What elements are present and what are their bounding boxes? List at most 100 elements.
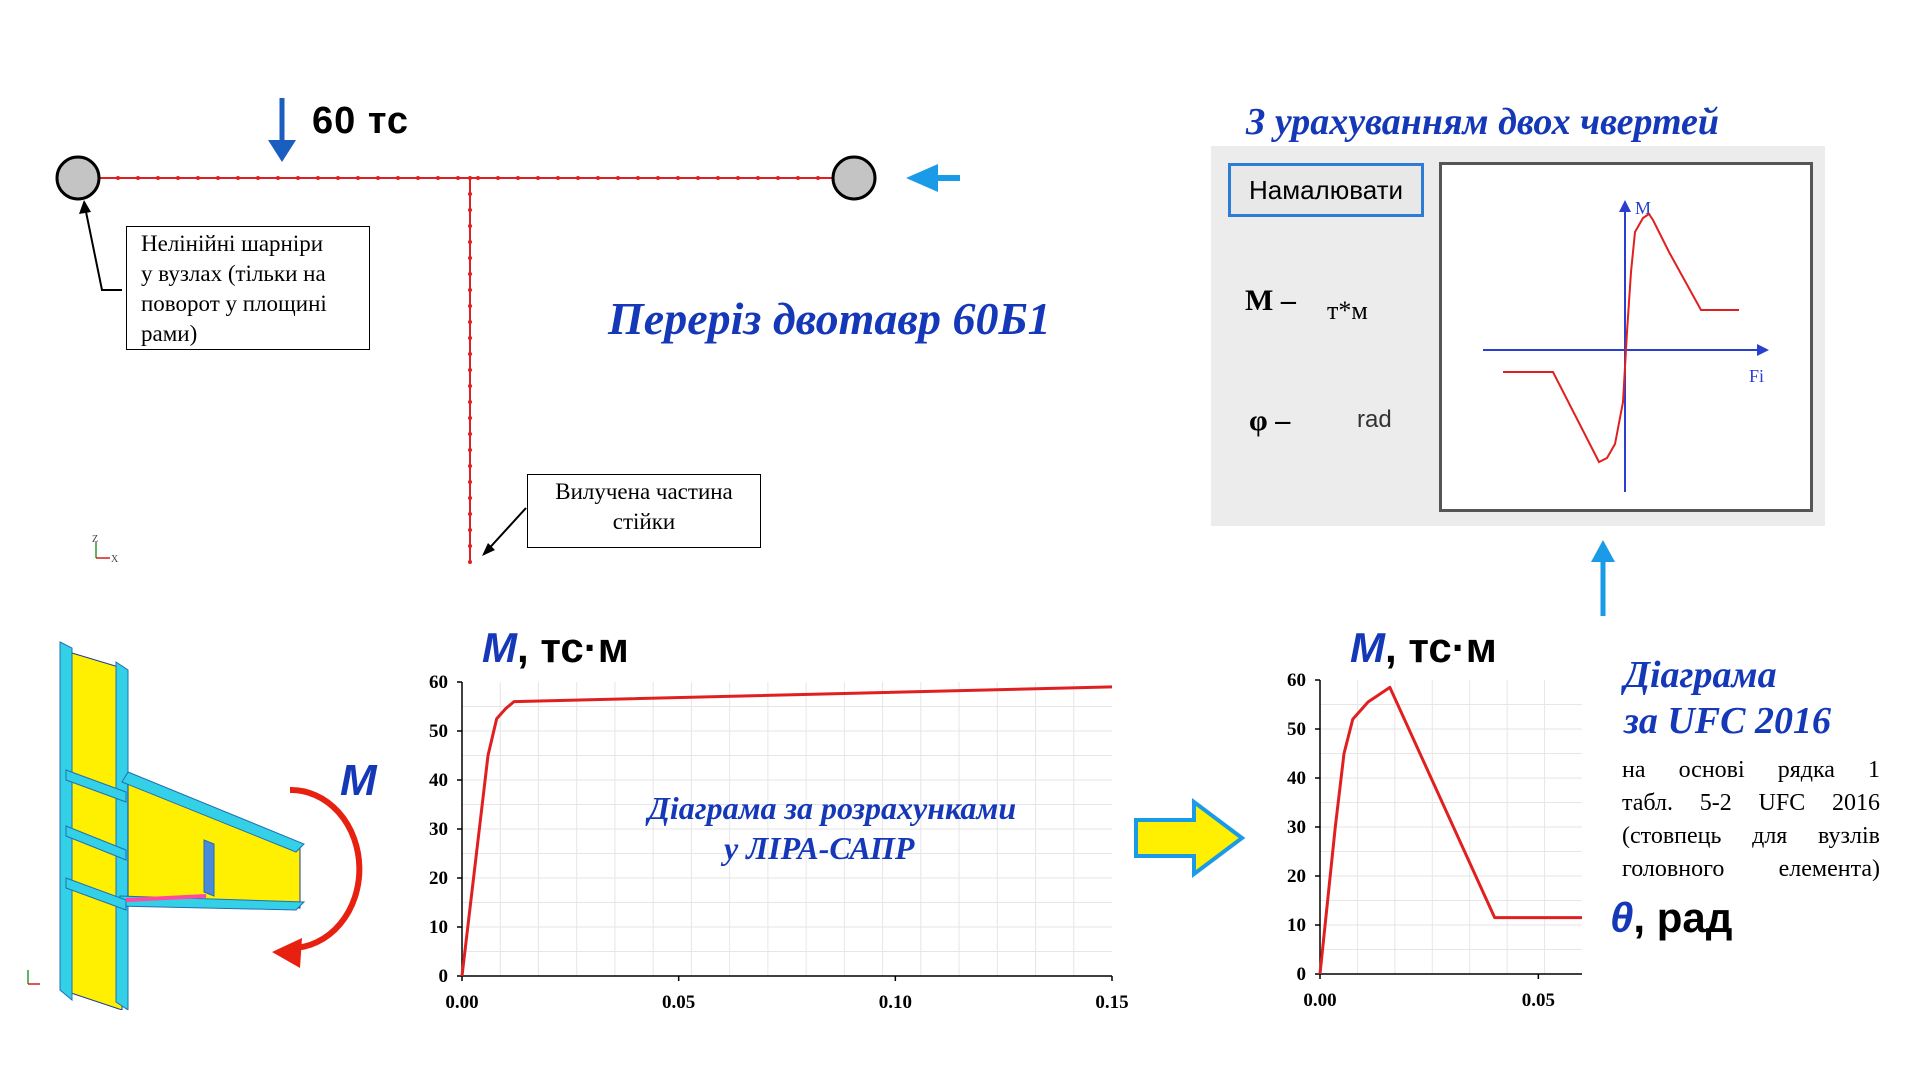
column-node <box>468 304 472 308</box>
chart1-ylabel: M, тс·м <box>482 624 629 672</box>
column-node <box>468 368 472 372</box>
beam-node <box>536 176 540 180</box>
m-symbol: M – <box>1245 284 1296 317</box>
y-tick-label: 60 <box>1287 670 1306 691</box>
x-tick-label: 0.10 <box>879 992 912 1013</box>
node-3d <box>27 641 363 1010</box>
y-tick-label: 10 <box>429 917 448 938</box>
beam-node <box>656 176 660 180</box>
column-node <box>468 512 472 516</box>
column-node <box>468 464 472 468</box>
column-node <box>468 560 472 564</box>
beam-node <box>376 176 380 180</box>
ufc-description-line: головного елемента) <box>1622 856 1880 882</box>
column-node <box>468 448 472 452</box>
beam-node <box>496 176 500 180</box>
column-node <box>468 480 472 484</box>
plot-axis-x-label: Fi <box>1749 366 1764 386</box>
hinge-note-line: поворот у площині <box>141 291 327 316</box>
beam-node <box>756 176 760 180</box>
chart1-annotation-line: у ЛІРА-САПР <box>724 830 915 866</box>
beam-node <box>216 176 220 180</box>
chart1-annotation: Діаграма за розрахунками у ЛІРА-САПР <box>648 788 1016 868</box>
chart2-ylabel-symbol: M <box>1350 624 1385 671</box>
x-tick-label: 0.15 <box>1095 992 1128 1013</box>
draw-button[interactable]: Намалювати <box>1228 163 1424 217</box>
hinge-right <box>831 155 877 201</box>
axes-icon <box>95 542 110 559</box>
ufc-title-line: за UFC 2016 <box>1624 700 1831 742</box>
frame-diagram: Z X <box>55 98 960 565</box>
load-label: 60 тс <box>312 100 410 142</box>
beam-node <box>196 176 200 180</box>
ufc-description-line: (стовпець для вузлів <box>1622 823 1880 849</box>
removed-note-line: стійки <box>612 509 676 534</box>
removed-callout: Вилучена частина стійки <box>527 474 761 548</box>
column-node <box>468 528 472 532</box>
hinge-callout: Нелінійні шарніри у вузлах (тільки на по… <box>126 226 370 350</box>
column-node <box>468 176 472 180</box>
y-tick-label: 60 <box>429 672 448 693</box>
beam-node <box>316 176 320 180</box>
x-tick-label: 0.05 <box>662 992 695 1013</box>
y-tick-label: 50 <box>1287 719 1306 740</box>
column-node <box>468 272 472 276</box>
column-node <box>468 224 472 228</box>
beam-node <box>716 176 720 180</box>
axis-z-label: Z <box>92 534 98 545</box>
chart2-xlabel-unit: , рад <box>1633 894 1733 941</box>
beam-node <box>816 176 820 180</box>
panel-title: З урахуванням двох чвертей <box>1246 101 1720 143</box>
panel-plot: M Fi <box>1439 162 1813 512</box>
y-tick-label: 30 <box>1287 817 1306 838</box>
column-node <box>468 288 472 292</box>
column-node <box>468 336 472 340</box>
y-tick-label: 20 <box>429 868 448 889</box>
y-tick-label: 10 <box>1287 915 1306 936</box>
ufc-description-line: на основі рядка 1 <box>1622 757 1880 783</box>
chart-lira: 0 10 20 30 40 50 60 0.00 0.05 0.10 0.15 <box>429 672 1129 1013</box>
diagram-panel: Намалювати M – т*м φ – rad M Fi <box>1211 146 1825 526</box>
column-node <box>468 400 472 404</box>
column-node <box>468 384 472 388</box>
beam-node <box>336 176 340 180</box>
column-node <box>468 320 472 324</box>
series-line <box>1318 685 1582 975</box>
beam-node <box>236 176 240 180</box>
y-tick-label: 0 <box>1297 964 1307 985</box>
beam-node <box>736 176 740 180</box>
beam-node <box>156 176 160 180</box>
column-node <box>468 240 472 244</box>
m-unit: т*м <box>1327 296 1368 325</box>
hinge-note-line: Нелінійні шарніри <box>141 231 324 256</box>
axis-x-label: X <box>111 554 119 565</box>
beam-node <box>396 176 400 180</box>
hinge-note-line: у вузлах (тільки на <box>141 261 326 286</box>
column-node <box>468 192 472 196</box>
column-node <box>468 544 472 548</box>
chart2-ylabel: M, тс·м <box>1350 624 1497 672</box>
removed-note-line: Вилучена частина <box>555 479 733 504</box>
beam-node <box>416 176 420 180</box>
y-tick-label: 50 <box>429 721 448 742</box>
beam-node <box>676 176 680 180</box>
beam-node <box>276 176 280 180</box>
chart1-ylabel-unit: , тс·м <box>517 624 629 671</box>
moment-label: M <box>340 756 377 805</box>
up-arrow <box>1591 540 1615 616</box>
phi-unit: rad <box>1357 406 1392 433</box>
y-tick-label: 0 <box>439 966 449 987</box>
plot-axis-y-label: M <box>1635 198 1651 218</box>
column-node <box>468 208 472 212</box>
beam-node <box>696 176 700 180</box>
x-tick-label: 0.00 <box>445 992 478 1013</box>
y-tick-label: 30 <box>429 819 448 840</box>
y-tick-label: 20 <box>1287 866 1306 887</box>
beam-node <box>356 176 360 180</box>
beam-node <box>296 176 300 180</box>
column-node <box>468 432 472 436</box>
ufc-description: на основі рядка 1 табл. 5-2 UFC 2016 (ст… <box>1622 754 1880 886</box>
column-node <box>468 496 472 500</box>
ufc-description-line: табл. 5-2 UFC 2016 <box>1622 790 1880 816</box>
series-line <box>460 685 1113 977</box>
